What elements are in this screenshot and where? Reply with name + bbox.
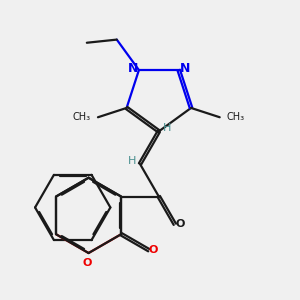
Text: CH₃: CH₃ [73, 112, 91, 122]
Text: O: O [148, 245, 158, 255]
Text: O: O [83, 258, 92, 268]
Text: CH₃: CH₃ [226, 112, 245, 122]
Text: N: N [179, 61, 190, 75]
Text: H: H [163, 123, 171, 134]
Text: O: O [175, 219, 184, 229]
Text: H: H [128, 156, 136, 166]
Text: N: N [128, 61, 138, 75]
